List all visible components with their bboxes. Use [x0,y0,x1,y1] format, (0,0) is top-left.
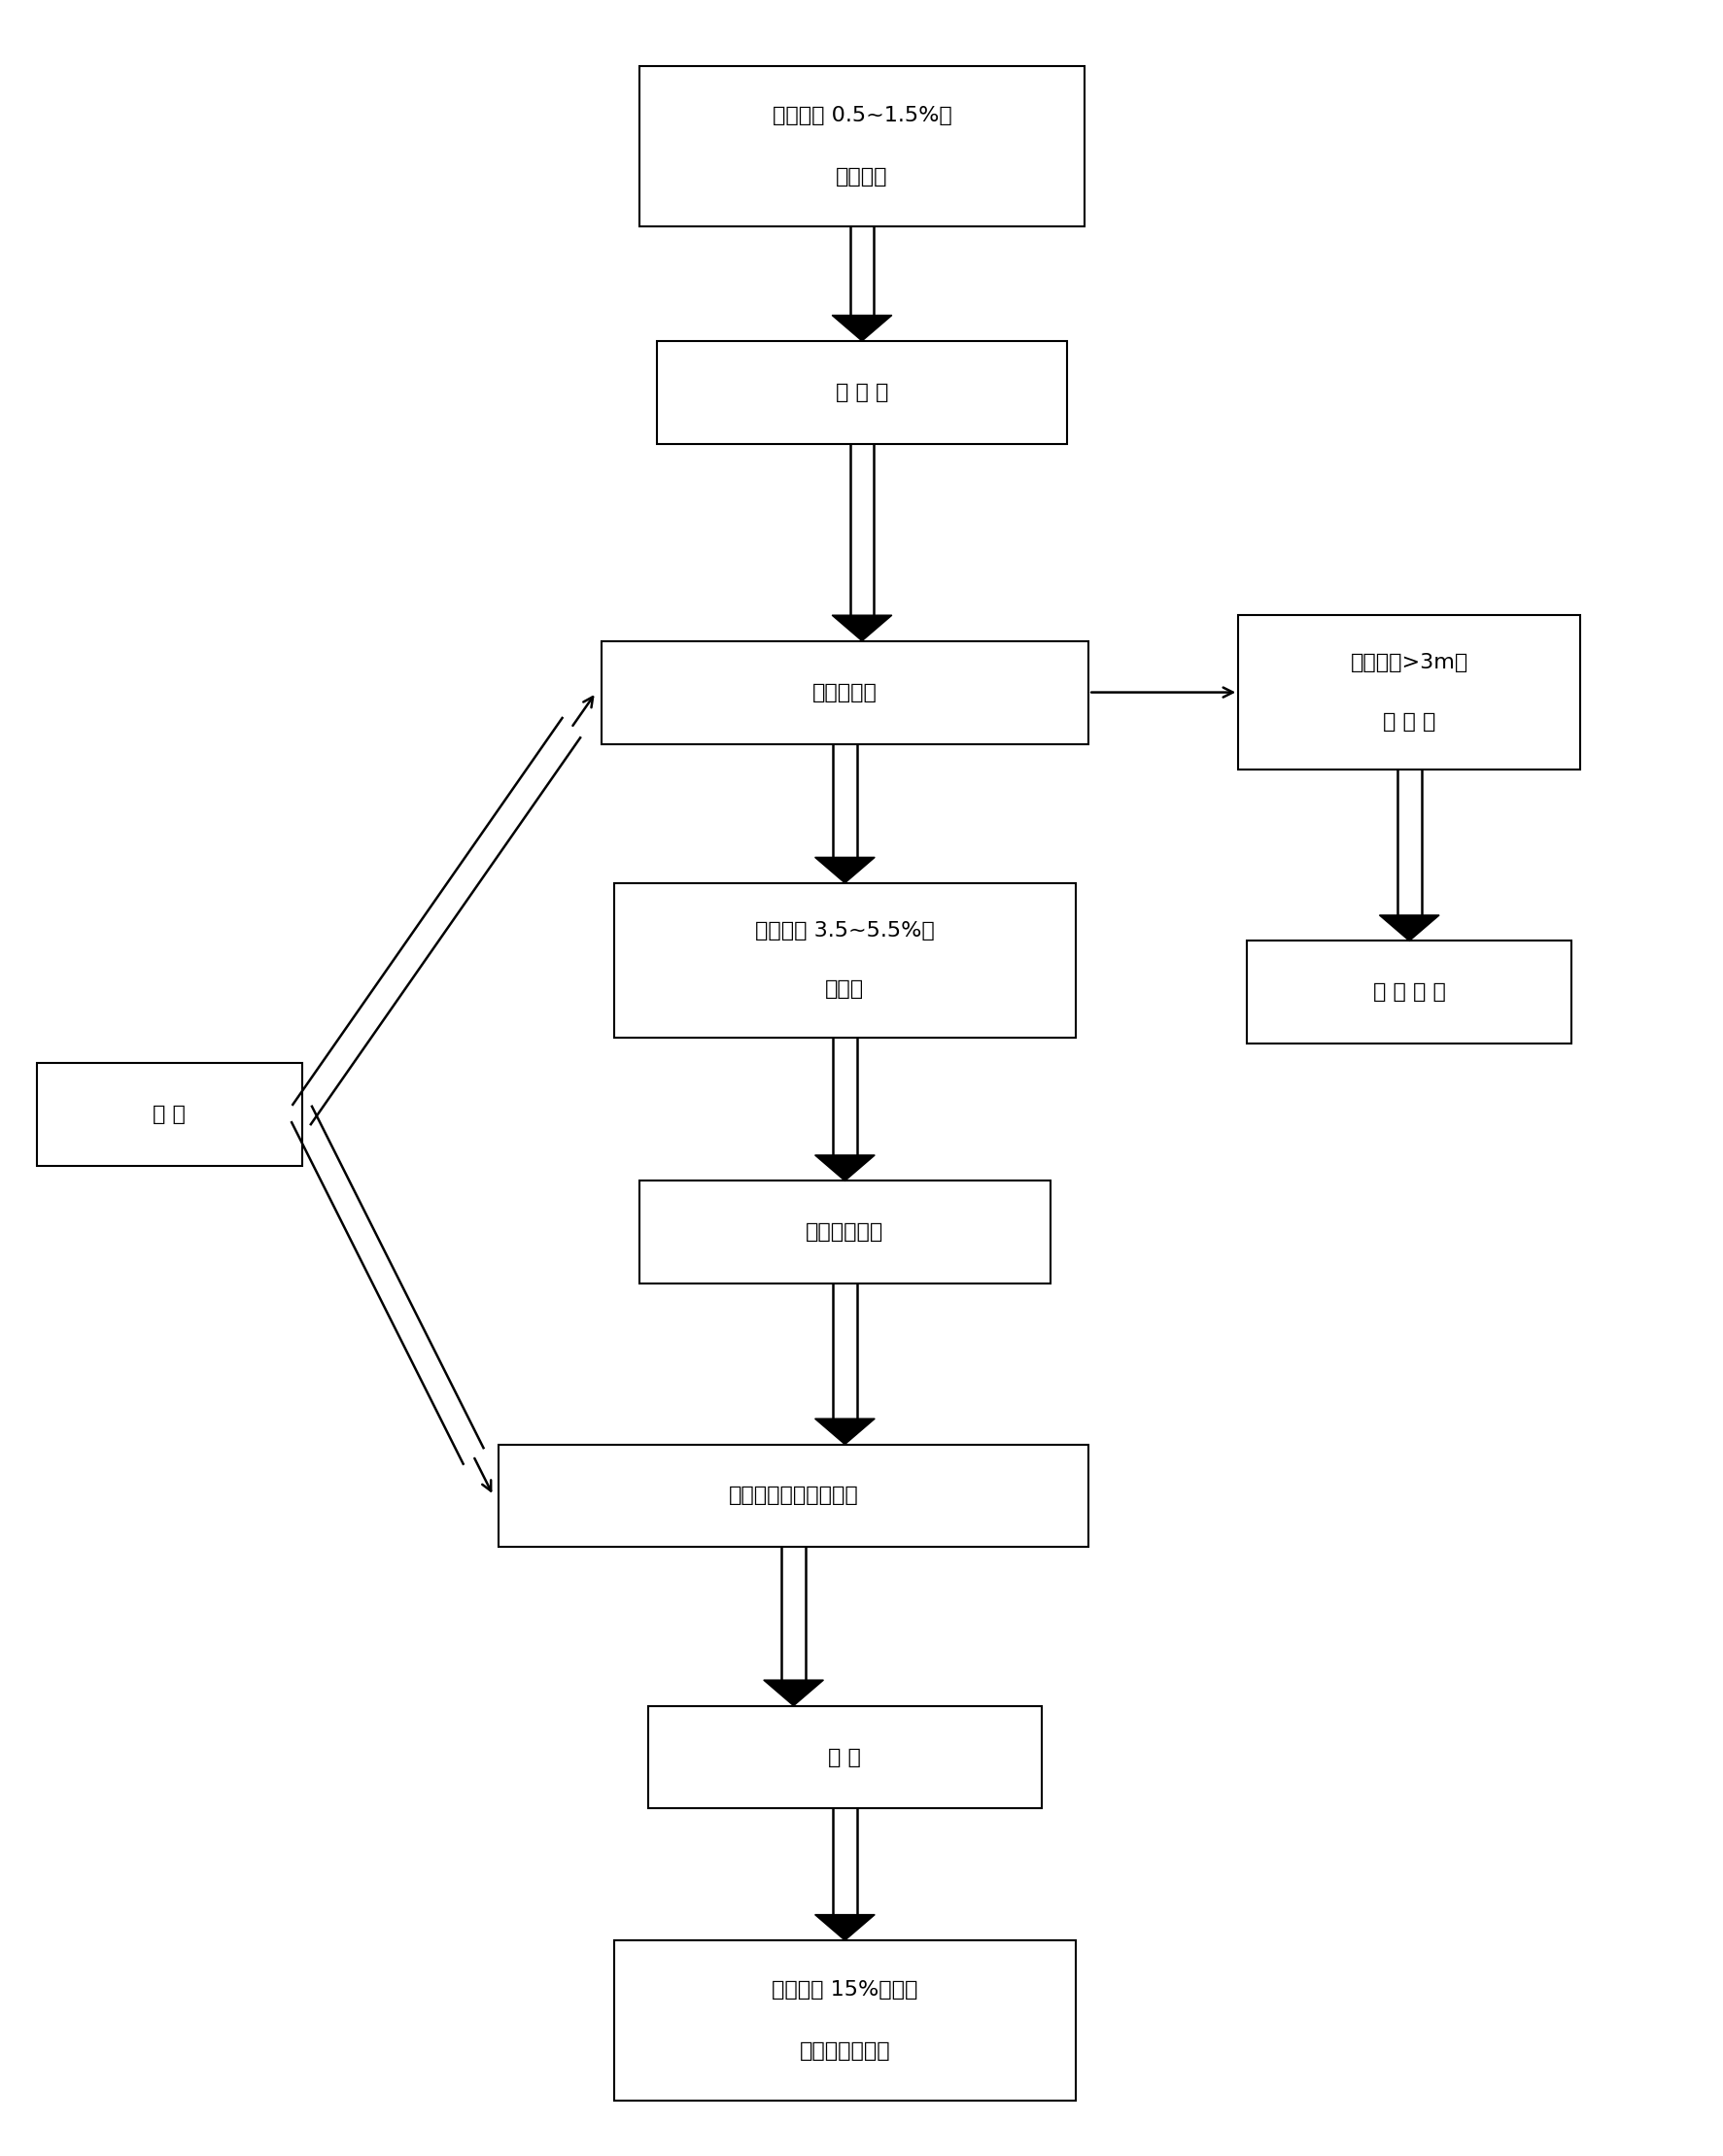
Bar [1237,614,1580,770]
Text: 藻渣池: 藻渣池 [825,979,863,998]
Text: 藻 泥: 藻 泥 [829,1749,862,1768]
Text: （含固率 0.5~1.5%）: （含固率 0.5~1.5%） [772,106,951,125]
Bar [648,1705,1041,1809]
Bar [36,1063,302,1166]
Polygon shape [832,315,891,341]
Text: 尾 水: 尾 水 [153,1104,186,1123]
Bar [639,1181,1049,1283]
Text: 二级气浮池: 二级气浮池 [812,683,877,703]
Polygon shape [815,1419,874,1445]
Text: 藻泥资源化利用: 藻泥资源化利用 [799,2042,889,2061]
Bar [498,1445,1087,1548]
Text: 藻 浆 池: 藻 浆 池 [836,382,887,403]
Polygon shape [815,1156,874,1181]
Bar [1246,940,1571,1044]
Text: 自 然 水 体: 自 然 水 体 [1372,983,1446,1003]
Text: （含固率 3.5~5.5%）: （含固率 3.5~5.5%） [755,921,934,940]
Polygon shape [763,1680,824,1705]
Bar [601,640,1087,744]
Text: （含固率 15%左右）: （含固率 15%左右） [772,1981,917,2001]
Polygon shape [1378,914,1439,940]
Text: （透明度>3m）: （透明度>3m） [1349,653,1468,673]
Text: 高速剪切装置: 高速剪切装置 [805,1222,884,1242]
Bar [639,65,1084,226]
Text: 打捞藻浆: 打捞藻浆 [836,166,887,185]
Bar [613,884,1075,1037]
Text: 去 藻 水: 去 藻 水 [1382,711,1435,731]
Polygon shape [815,1915,874,1940]
Text: 卧式螺旋沉降离心装置: 卧式螺旋沉降离心装置 [729,1485,858,1505]
Bar [656,341,1067,444]
Bar [613,1940,1075,2102]
Polygon shape [832,614,891,640]
Polygon shape [815,858,874,884]
